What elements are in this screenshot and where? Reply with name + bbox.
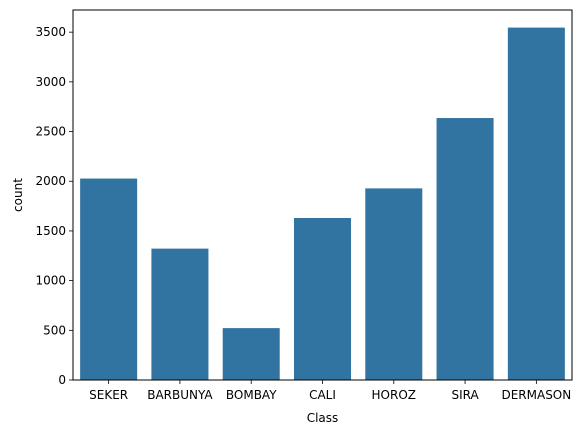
bar-seker [80, 178, 138, 380]
x-tick-label-horoz: HOROZ [372, 388, 416, 402]
y-tick-label-0: 0 [58, 373, 66, 387]
x-tick-label-bombay: BOMBAY [226, 388, 277, 402]
x-tick-label-sira: SIRA [451, 388, 479, 402]
bar-dermason [507, 27, 565, 381]
bar-cali [293, 218, 352, 380]
x-tick-label-dermason: DERMASON [501, 388, 571, 402]
plot-frame [72, 9, 573, 381]
y-tick-label-1500: 1500 [35, 224, 66, 238]
y-axis-label: count [11, 178, 25, 212]
y-tick-label-1000: 1000 [35, 274, 66, 288]
bars-layer [80, 27, 565, 381]
y-tick-label-500: 500 [43, 323, 66, 337]
x-axis-label: Class [307, 411, 339, 425]
y-tick-label-3500: 3500 [35, 25, 66, 39]
y-tick-label-2500: 2500 [35, 125, 66, 139]
bar-barbunya [151, 248, 209, 380]
x-axis: SEKER BARBUNYA BOMBAY CALI HOROZ SIRA DERMASON [89, 380, 571, 402]
bar-horoz [365, 188, 423, 380]
x-tick-label-barbunya: BARBUNYA [147, 388, 213, 402]
y-axis: 0 500 1000 1500 2000 2500 3000 3500 [35, 25, 73, 387]
x-tick-label-seker: SEKER [89, 388, 128, 402]
y-tick-label-2000: 2000 [35, 174, 66, 188]
x-tick-label-cali: CALI [309, 388, 336, 402]
y-tick-label-3000: 3000 [35, 75, 66, 89]
bar-sira [436, 118, 494, 380]
bar-bombay [222, 328, 280, 380]
